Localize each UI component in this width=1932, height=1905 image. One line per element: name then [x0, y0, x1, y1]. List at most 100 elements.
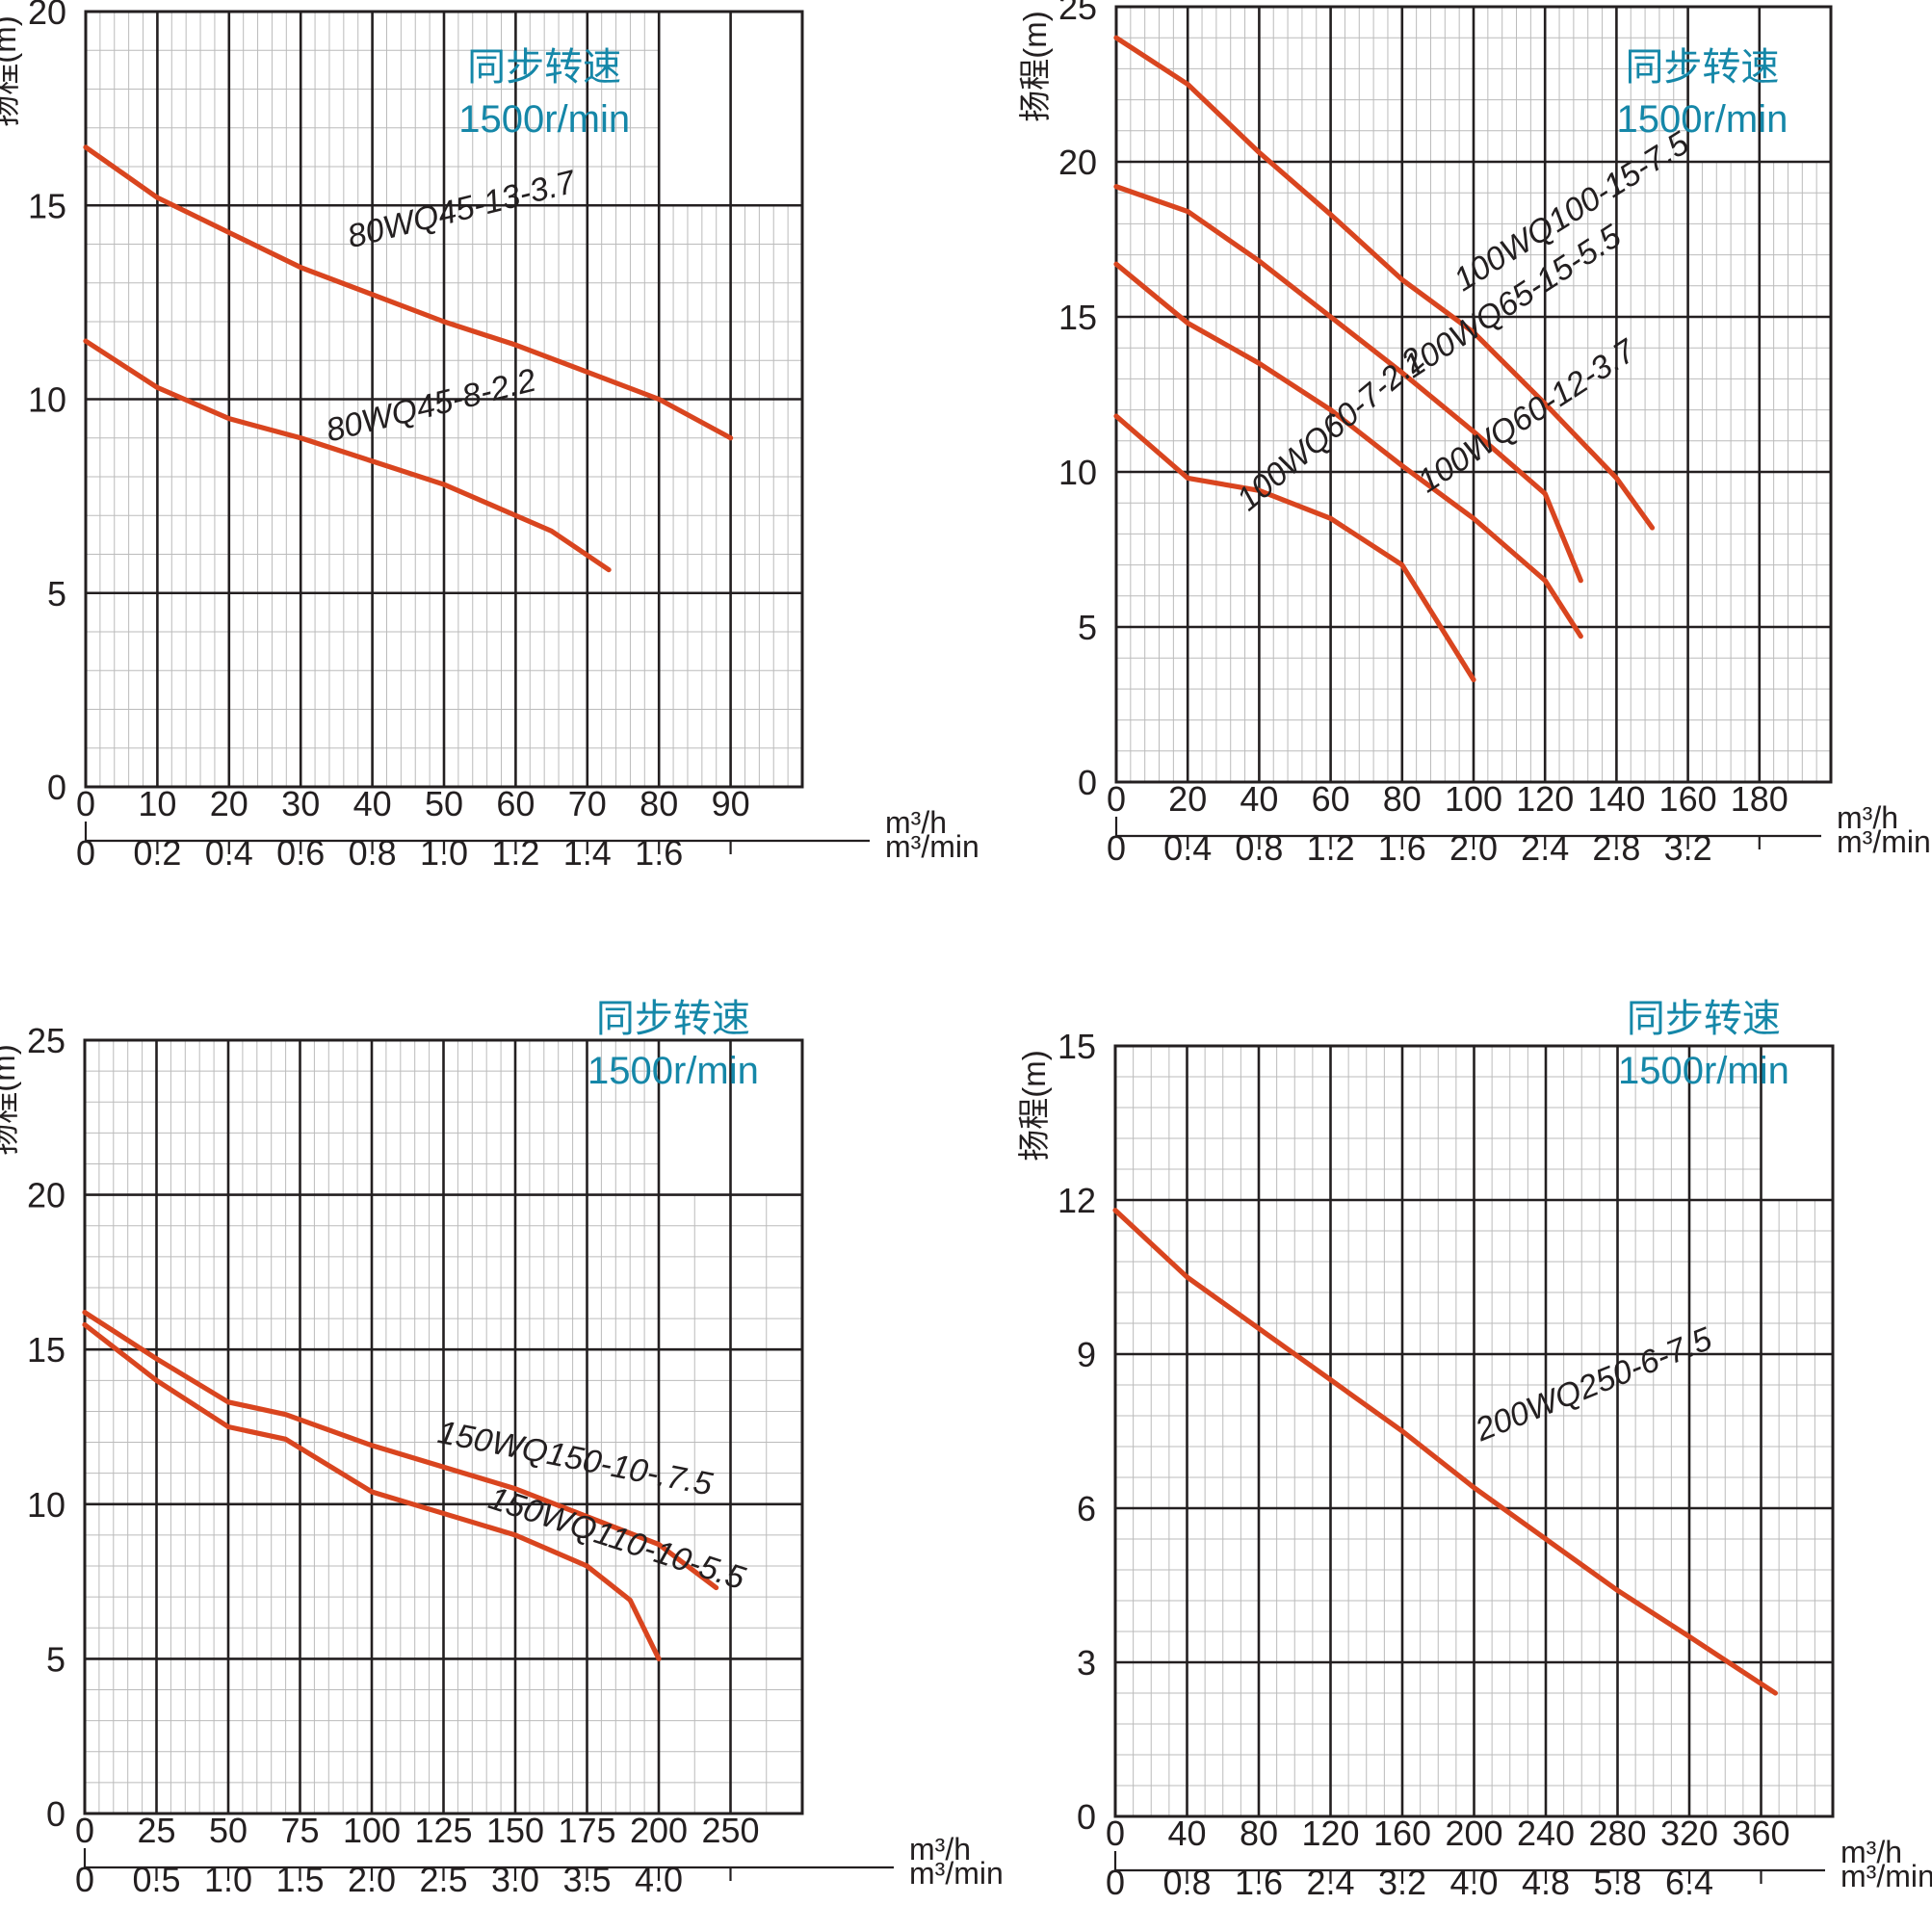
svg-text:扬程(m): 扬程(m)	[0, 1044, 21, 1155]
svg-text:0.8: 0.8	[1162, 1863, 1211, 1902]
svg-text:280: 280	[1588, 1814, 1646, 1853]
svg-text:0: 0	[75, 1860, 94, 1899]
svg-text:同步转速: 同步转速	[596, 998, 750, 1040]
svg-text:m³/min: m³/min	[1841, 1859, 1932, 1893]
svg-text:15: 15	[28, 186, 66, 225]
svg-text:4.0: 4.0	[1449, 1863, 1498, 1902]
svg-text:1.6: 1.6	[1378, 828, 1426, 868]
svg-text:0: 0	[76, 784, 95, 823]
svg-text:20: 20	[1168, 779, 1207, 819]
svg-text:140: 140	[1587, 779, 1645, 819]
svg-text:40: 40	[1240, 779, 1278, 819]
svg-text:20: 20	[28, 0, 66, 32]
svg-text:15: 15	[1058, 298, 1097, 337]
svg-text:2.0: 2.0	[348, 1860, 396, 1899]
svg-text:40: 40	[353, 784, 392, 823]
svg-text:3.5: 3.5	[562, 1860, 611, 1899]
svg-text:100: 100	[1445, 779, 1502, 819]
svg-text:2.5: 2.5	[419, 1860, 467, 1899]
svg-text:0: 0	[1078, 763, 1097, 802]
svg-text:0.2: 0.2	[133, 833, 181, 873]
svg-text:1.6: 1.6	[635, 833, 683, 873]
svg-text:6: 6	[1077, 1489, 1096, 1528]
svg-text:100: 100	[343, 1811, 401, 1850]
svg-text:25: 25	[27, 1021, 65, 1060]
svg-text:150: 150	[486, 1811, 544, 1850]
svg-text:10: 10	[138, 784, 176, 823]
svg-text:9: 9	[1077, 1335, 1096, 1374]
svg-text:0.4: 0.4	[1163, 828, 1212, 868]
svg-text:120: 120	[1516, 779, 1574, 819]
svg-text:200: 200	[1445, 1814, 1502, 1853]
svg-text:20: 20	[210, 784, 248, 823]
svg-text:1.2: 1.2	[491, 833, 539, 873]
svg-text:0: 0	[1106, 1814, 1125, 1853]
svg-text:0: 0	[46, 1794, 65, 1834]
svg-text:125: 125	[414, 1811, 472, 1850]
svg-text:360: 360	[1732, 1814, 1789, 1853]
svg-text:50: 50	[209, 1811, 248, 1850]
svg-text:3.0: 3.0	[491, 1860, 539, 1899]
svg-text:10: 10	[27, 1485, 65, 1525]
svg-text:2.0: 2.0	[1449, 828, 1498, 868]
svg-text:12: 12	[1057, 1181, 1096, 1220]
svg-text:m³/min: m³/min	[1837, 824, 1931, 859]
svg-text:0.6: 0.6	[276, 833, 325, 873]
svg-text:0: 0	[1077, 1797, 1096, 1837]
svg-text:0: 0	[76, 833, 95, 873]
svg-text:同步转速: 同步转速	[1627, 998, 1781, 1040]
svg-text:1.0: 1.0	[204, 1860, 252, 1899]
svg-text:120: 120	[1301, 1814, 1359, 1853]
svg-text:0: 0	[47, 768, 66, 807]
svg-text:3.2: 3.2	[1378, 1863, 1426, 1902]
svg-text:1500r/min: 1500r/min	[458, 98, 630, 141]
svg-text:240: 240	[1517, 1814, 1575, 1853]
svg-text:15: 15	[1057, 1027, 1096, 1066]
svg-text:4.8: 4.8	[1522, 1863, 1570, 1902]
svg-text:250: 250	[701, 1811, 759, 1850]
svg-text:5: 5	[1078, 608, 1097, 647]
svg-text:2.4: 2.4	[1521, 828, 1569, 868]
svg-text:1.5: 1.5	[275, 1860, 324, 1899]
svg-text:1500r/min: 1500r/min	[1618, 1050, 1789, 1092]
svg-text:1.2: 1.2	[1307, 828, 1355, 868]
svg-text:80WQ45-8-2.2: 80WQ45-8-2.2	[323, 362, 540, 450]
svg-text:160: 160	[1373, 1814, 1431, 1853]
svg-text:扬程(m): 扬程(m)	[0, 15, 22, 126]
svg-text:0: 0	[75, 1811, 94, 1850]
svg-text:75: 75	[280, 1811, 319, 1850]
svg-text:60: 60	[496, 784, 535, 823]
svg-text:200: 200	[630, 1811, 688, 1850]
svg-text:10: 10	[1058, 453, 1097, 492]
svg-text:15: 15	[27, 1330, 65, 1370]
svg-text:5: 5	[47, 574, 66, 613]
svg-text:20: 20	[1058, 143, 1097, 182]
svg-text:70: 70	[568, 784, 607, 823]
svg-text:175: 175	[558, 1811, 615, 1850]
svg-text:0.8: 0.8	[1235, 828, 1283, 868]
svg-text:80: 80	[1383, 779, 1422, 819]
svg-text:25: 25	[137, 1811, 175, 1850]
svg-text:10: 10	[28, 380, 66, 420]
svg-text:0: 0	[1107, 828, 1126, 868]
svg-text:150WQ150-10-.7.5: 150WQ150-10-.7.5	[435, 1414, 716, 1502]
svg-text:0: 0	[1106, 1863, 1125, 1902]
svg-text:2.8: 2.8	[1592, 828, 1640, 868]
svg-text:3: 3	[1077, 1643, 1096, 1683]
svg-text:60: 60	[1312, 779, 1350, 819]
svg-text:6.4: 6.4	[1665, 1863, 1713, 1902]
svg-text:20: 20	[27, 1176, 65, 1215]
svg-text:160: 160	[1659, 779, 1717, 819]
svg-text:0: 0	[1107, 779, 1126, 819]
svg-text:90: 90	[712, 784, 750, 823]
svg-text:40: 40	[1167, 1814, 1206, 1853]
svg-text:320: 320	[1660, 1814, 1718, 1853]
svg-text:180: 180	[1731, 779, 1788, 819]
svg-text:扬程(m): 扬程(m)	[1016, 1050, 1052, 1161]
svg-text:4.0: 4.0	[635, 1860, 683, 1899]
svg-text:0.5: 0.5	[132, 1860, 180, 1899]
svg-text:2.4: 2.4	[1306, 1863, 1354, 1902]
svg-text:0.8: 0.8	[349, 833, 397, 873]
svg-text:80: 80	[640, 784, 678, 823]
svg-text:5.8: 5.8	[1593, 1863, 1641, 1902]
